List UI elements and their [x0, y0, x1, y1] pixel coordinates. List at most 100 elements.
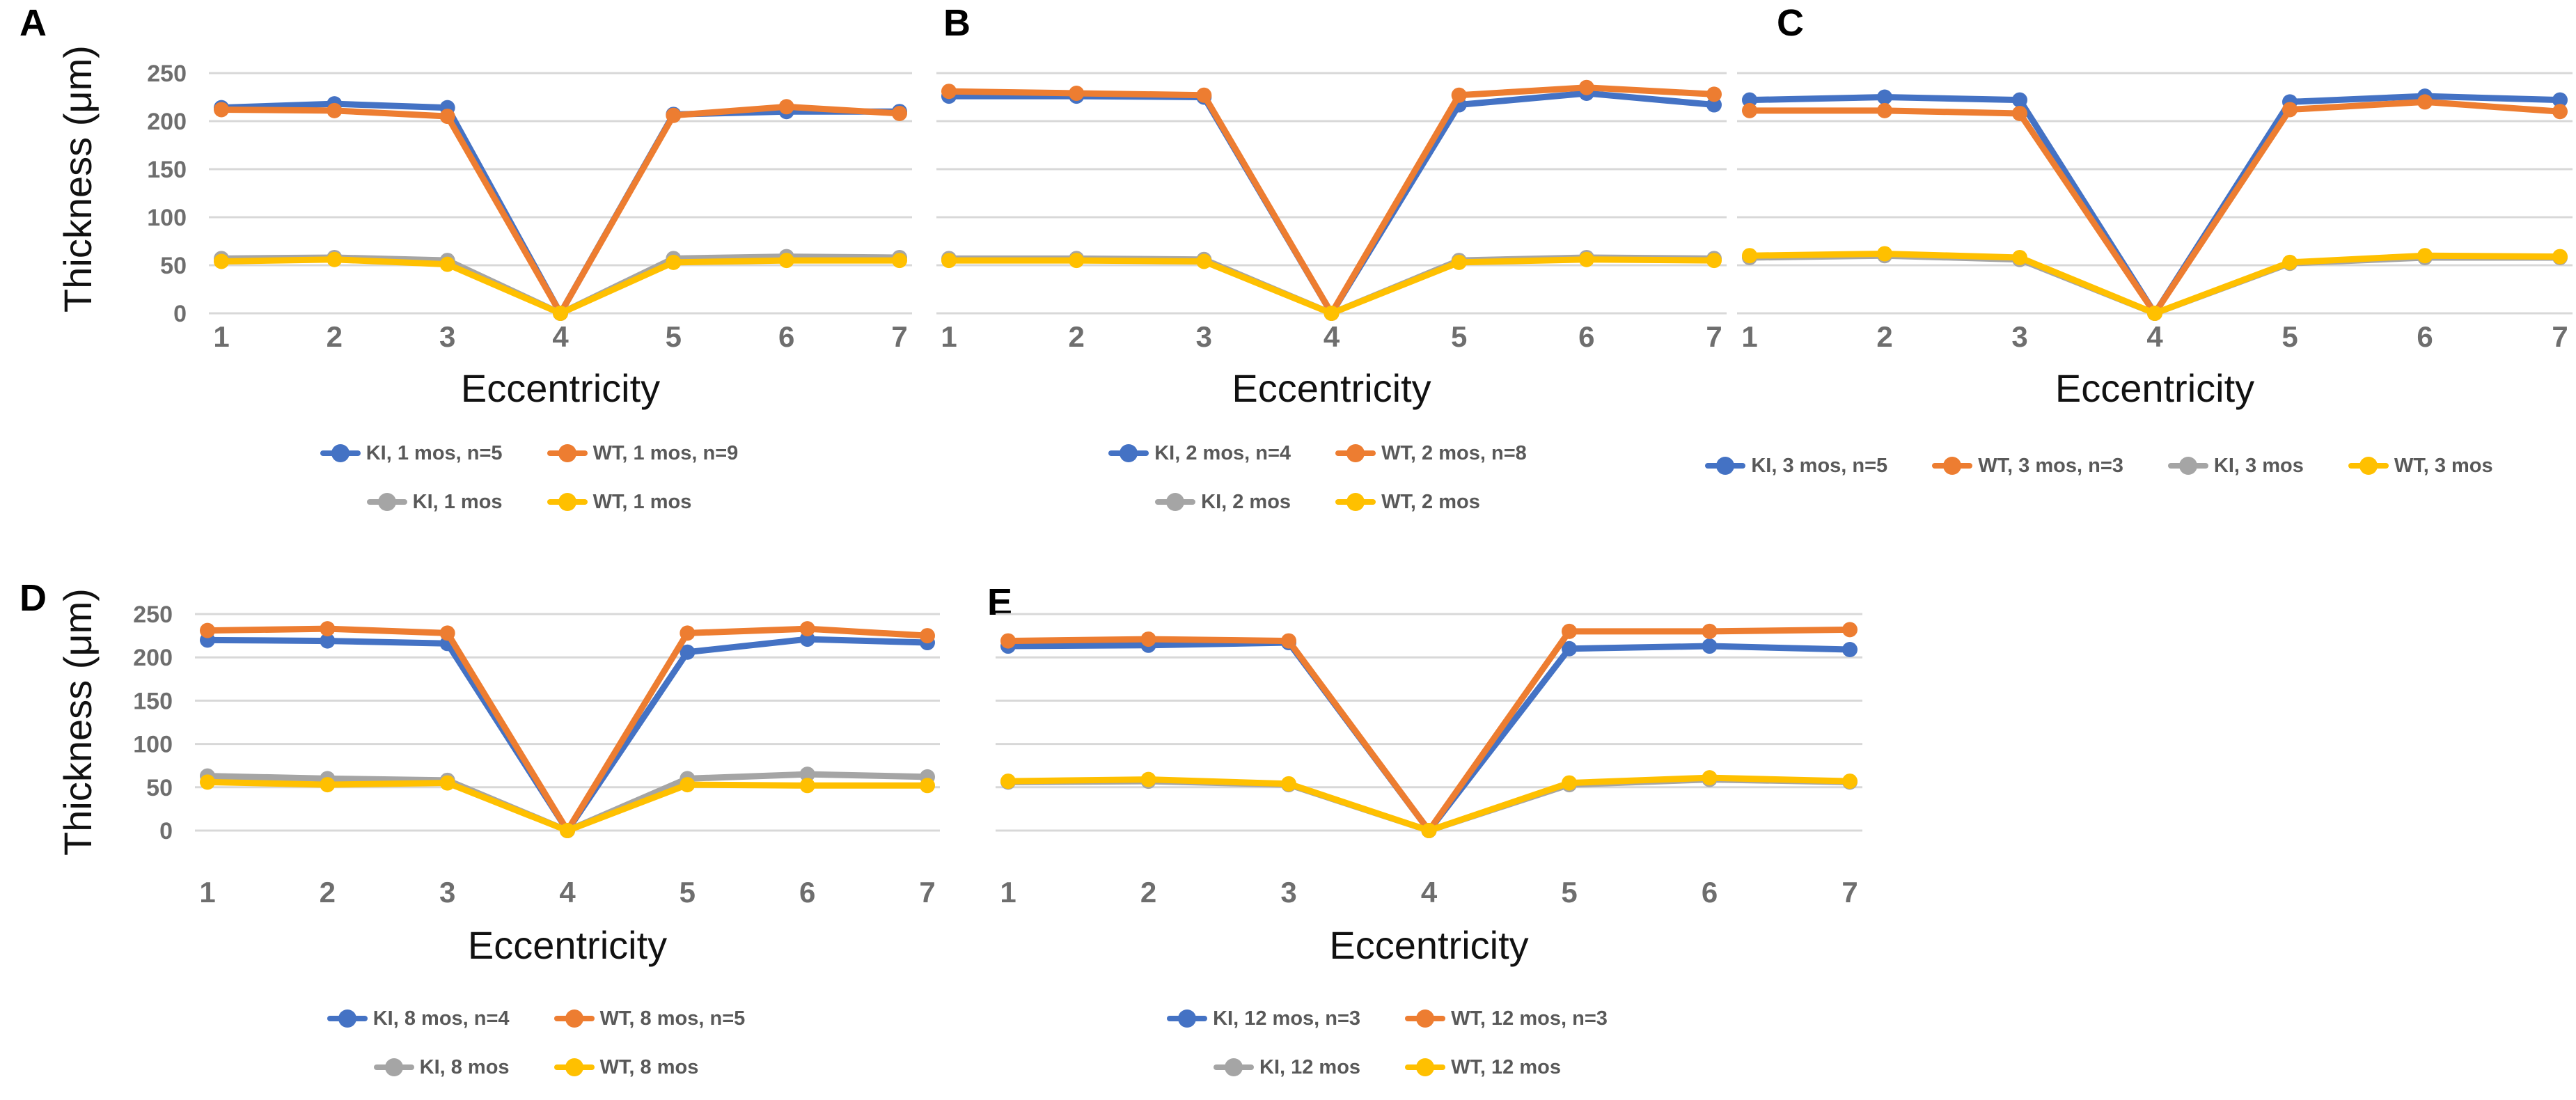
legend-dot	[377, 493, 396, 511]
legend-marker-icon	[1335, 492, 1376, 512]
data-point-marker	[439, 625, 455, 641]
data-point-marker	[941, 84, 957, 100]
legend-row: KI, 12 mos, n=3 WT, 12 mos, n=3	[1145, 994, 1630, 1043]
legend-dot	[1716, 457, 1735, 475]
data-point-marker	[560, 823, 575, 838]
data-point-marker	[666, 107, 682, 123]
legend-item: KI, 8 mos, n=4	[327, 1008, 510, 1029]
data-point-marker	[2282, 254, 2298, 270]
legend-label: KI, 1 mos	[412, 491, 503, 513]
legend-marker-icon	[366, 492, 407, 512]
legend-marker-icon	[1405, 1057, 1446, 1078]
legend-marker-icon	[1108, 443, 1149, 464]
data-point-marker	[920, 778, 935, 794]
legend-label: WT, 1 mos, n=9	[592, 442, 739, 464]
chart-legend: KI, 2 mos, n=4 WT, 2 mos, n=8 KI, 2 mos WT,…	[825, 429, 1810, 526]
legend-label: KI, 1 mos, n=5	[366, 442, 503, 464]
data-point-marker	[920, 628, 935, 644]
data-point-marker	[200, 622, 215, 638]
data-point-marker	[680, 777, 696, 793]
legend-dot	[1225, 1058, 1243, 1076]
data-point-marker	[2552, 104, 2568, 120]
x-tick-label: 5	[1451, 320, 1467, 353]
data-point-marker	[1702, 623, 1718, 639]
series-line	[1005, 626, 1853, 834]
line-chart-svg: 1 2 3 4 5 6 7	[936, 72, 1727, 353]
series-line	[1746, 93, 2563, 317]
data-point-marker	[1742, 102, 1757, 118]
x-tick-label: 1	[199, 876, 215, 909]
legend-label: WT, 12 mos	[1451, 1056, 1561, 1078]
legend-marker-icon	[320, 443, 361, 464]
legend-item: WT, 2 mos, n=8	[1335, 443, 1527, 464]
legend-item: WT, 12 mos, n=3	[1405, 1008, 1608, 1029]
data-point-marker	[799, 621, 815, 637]
data-point-marker	[1702, 638, 1718, 654]
x-tick-label: 2	[1876, 320, 1892, 353]
legend-row: KI, 8 mos, n=4 WT, 8 mos, n=5	[305, 994, 768, 1043]
x-tick-label: 7	[1706, 320, 1722, 353]
legend-item: WT, 8 mos, n=5	[553, 1008, 745, 1029]
data-point-marker	[1706, 86, 1722, 102]
legend-label: KI, 3 mos	[2213, 455, 2304, 477]
x-tick-label: 5	[680, 876, 696, 909]
data-point-marker	[1000, 773, 1016, 789]
chart-legend: KI, 8 mos, n=4 WT, 8 mos, n=5 KI, 8 mos WT,…	[66, 994, 1006, 1092]
line-chart-svg: 1 2 3 4 5 6 7	[996, 613, 1862, 909]
x-tick-label: 6	[1702, 876, 1718, 909]
line-chart-svg: 1 2 3 4 5 6 7	[1737, 72, 2573, 353]
legend-item: WT, 12 mos	[1405, 1057, 1561, 1078]
x-tick-label: 5	[1561, 876, 1577, 909]
legend-label: WT, 3 mos	[2394, 455, 2493, 477]
data-point-marker	[1702, 770, 1718, 786]
data-point-marker	[1069, 253, 1085, 269]
legend-label: WT, 8 mos	[599, 1056, 699, 1078]
data-point-marker	[1324, 306, 1340, 321]
legend-item: KI, 3 mos, n=5	[1705, 455, 1887, 476]
series-line	[204, 625, 931, 834]
x-axis-title: Eccentricity	[460, 366, 661, 410]
y-tick-label: 0	[159, 818, 173, 844]
data-point-marker	[2417, 94, 2433, 110]
data-point-marker	[1742, 248, 1757, 264]
x-tick-label: 5	[2282, 320, 2298, 353]
series-line	[1005, 774, 1853, 834]
legend-item: WT, 1 mos, n=9	[547, 442, 739, 464]
legend-item: KI, 2 mos, n=4	[1108, 443, 1291, 464]
legend-dot	[1346, 444, 1365, 462]
series-line	[218, 256, 903, 317]
panel-A: A Thickness (μm) 0 50 100 150 200 250 1 2 3 4 5 6 7 …	[0, 0, 975, 565]
data-point-marker	[2552, 249, 2568, 265]
x-tick-label: 4	[1421, 876, 1438, 909]
data-point-marker	[439, 256, 455, 272]
legend-dot	[1120, 444, 1138, 462]
legend-item: KI, 3 mos	[2167, 455, 2304, 477]
y-tick-label: 0	[173, 301, 187, 327]
y-tick-label: 100	[147, 205, 187, 231]
x-tick-label: 4	[2146, 320, 2163, 353]
legend-item: KI, 12 mos	[1214, 1057, 1360, 1078]
panel-C: C 1 2 3 4 5 6 7 Eccentricity KI, 3 mos, n=5 WT,…	[1657, 0, 2576, 565]
chart-legend: KI, 1 mos, n=5 WT, 1 mos, n=9 KI, 1 mos WT,…	[80, 429, 978, 526]
line-chart-svg: 0 50 100 150 200 250 1 2 3 4 5 6 7	[147, 61, 912, 353]
legend-label: KI, 12 mos, n=3	[1213, 1007, 1361, 1030]
series-line	[945, 90, 1718, 317]
legend-item: KI, 1 mos	[366, 491, 503, 513]
legend-dot	[1346, 493, 1365, 511]
data-point-marker	[1877, 89, 1892, 105]
data-point-marker	[1842, 622, 1858, 638]
legend-marker-icon	[547, 443, 588, 464]
legend-marker-icon	[1167, 1008, 1208, 1029]
data-point-marker	[553, 306, 568, 321]
legend-dot	[2178, 457, 2197, 475]
y-tick-label: 250	[147, 61, 187, 87]
x-tick-label: 3	[1196, 320, 1212, 353]
panel-letter-C: C	[1777, 2, 1805, 44]
y-tick-label: 200	[147, 109, 187, 135]
data-point-marker	[200, 774, 215, 790]
legend-item: KI, 8 mos	[373, 1057, 510, 1078]
y-tick-label: 100	[133, 732, 173, 758]
legend-dot	[384, 1058, 403, 1076]
x-tick-label: 2	[327, 320, 343, 353]
